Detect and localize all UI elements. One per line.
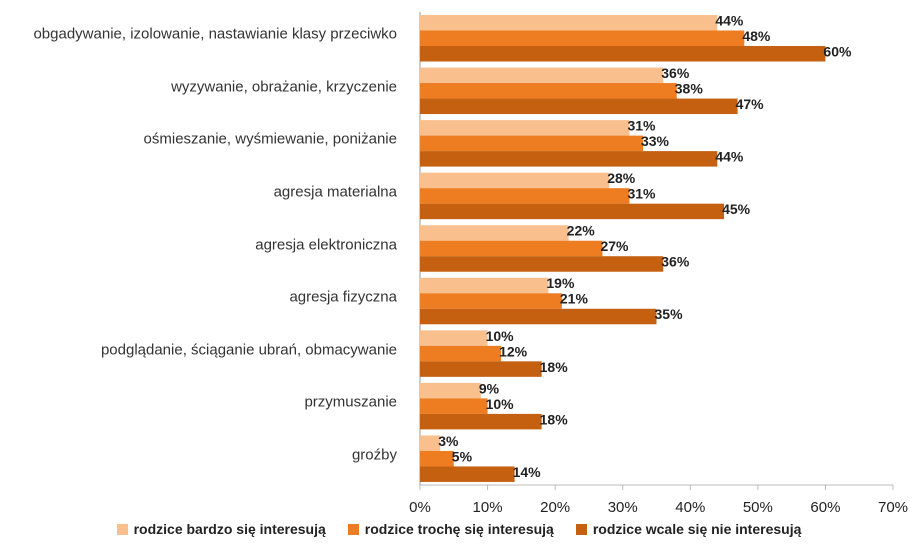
value-label: 22% (567, 223, 596, 239)
value-label: 9% (479, 380, 500, 396)
category-label: obgadywanie, izolowanie, nastawianie kla… (33, 25, 397, 43)
bar (420, 435, 441, 451)
bar (420, 466, 515, 482)
bar (420, 67, 664, 84)
category-label: agresja elektroniczna (255, 236, 397, 253)
legend-label: rodzice bardzo się interesują (133, 521, 326, 537)
bar (420, 15, 718, 31)
value-label: 33% (641, 133, 670, 149)
x-tick-label: 50% (743, 499, 773, 516)
category-label: ośmieszanie, wyśmiewanie, poniżanie (143, 130, 397, 148)
legend-swatch (116, 523, 128, 535)
bar (420, 345, 502, 362)
legend-item: rodzice wcale się nie interesują (575, 521, 802, 537)
value-label: 35% (655, 306, 684, 322)
value-label: 45% (722, 201, 751, 217)
value-label: 31% (627, 186, 656, 202)
category-label: przymuszanie (304, 393, 397, 411)
value-label: 21% (560, 291, 589, 307)
value-label: 10% (486, 396, 515, 412)
bar (420, 450, 454, 467)
bar (420, 277, 549, 294)
value-label: 19% (546, 275, 575, 291)
x-tick-label: 20% (540, 499, 570, 516)
value-label: 36% (661, 254, 690, 270)
category-label: agresja fizyczna (289, 288, 397, 306)
category-label: agresja materialna (273, 183, 397, 201)
value-label: 48% (742, 28, 771, 44)
value-label: 31% (627, 118, 656, 134)
bar (420, 413, 542, 430)
category-label: groźby (351, 446, 397, 464)
bar (420, 151, 718, 167)
bar (420, 398, 488, 414)
bar (420, 361, 542, 377)
legend-label: rodzice trochę się interesują (364, 521, 554, 537)
value-label: 38% (675, 81, 704, 97)
value-label: 44% (715, 12, 744, 28)
bar (420, 293, 562, 309)
bar (420, 308, 657, 325)
bar (420, 188, 630, 204)
legend-label: rodzice wcale się nie interesują (592, 521, 802, 537)
value-label: 44% (715, 149, 744, 165)
value-label: 14% (513, 464, 542, 480)
value-label: 12% (499, 343, 528, 359)
bar (420, 256, 664, 272)
legend-swatch (575, 523, 587, 535)
bar (420, 120, 630, 136)
x-tick-label: 0% (409, 499, 431, 516)
bar (420, 330, 488, 346)
bar (420, 225, 569, 241)
value-label: 27% (600, 238, 629, 254)
value-label: 10% (486, 328, 515, 344)
legend: rodzice bardzo się interesują rodzice tro… (0, 521, 918, 537)
bar (420, 240, 603, 257)
category-label: podglądanie, ściąganie ubrań, obmacywani… (100, 341, 397, 359)
category-label: wyzywanie, obrażanie, krzyczenie (171, 78, 397, 96)
bar (420, 135, 643, 152)
bar (420, 382, 481, 399)
x-tick-label: 10% (473, 499, 503, 516)
x-tick-label: 60% (810, 499, 840, 516)
bar (420, 83, 677, 99)
legend-item: rodzice bardzo się interesują (116, 521, 326, 537)
x-tick-label: 40% (675, 499, 705, 516)
x-tick-label: 30% (608, 499, 638, 516)
value-label: 60% (823, 43, 852, 59)
value-label: 36% (661, 65, 690, 81)
bar (420, 172, 610, 189)
value-label: 5% (452, 448, 473, 464)
legend-swatch (347, 523, 359, 535)
value-label: 3% (438, 433, 459, 449)
value-label: 18% (540, 411, 569, 427)
legend-item: rodzice trochę się interesują (347, 521, 554, 537)
bar (420, 30, 745, 46)
value-label: 47% (736, 96, 765, 112)
x-tick-label: 70% (878, 499, 908, 516)
value-label: 28% (607, 170, 636, 186)
bar (420, 46, 826, 62)
bar (420, 98, 738, 115)
value-label: 18% (540, 359, 569, 375)
bar (420, 203, 725, 220)
